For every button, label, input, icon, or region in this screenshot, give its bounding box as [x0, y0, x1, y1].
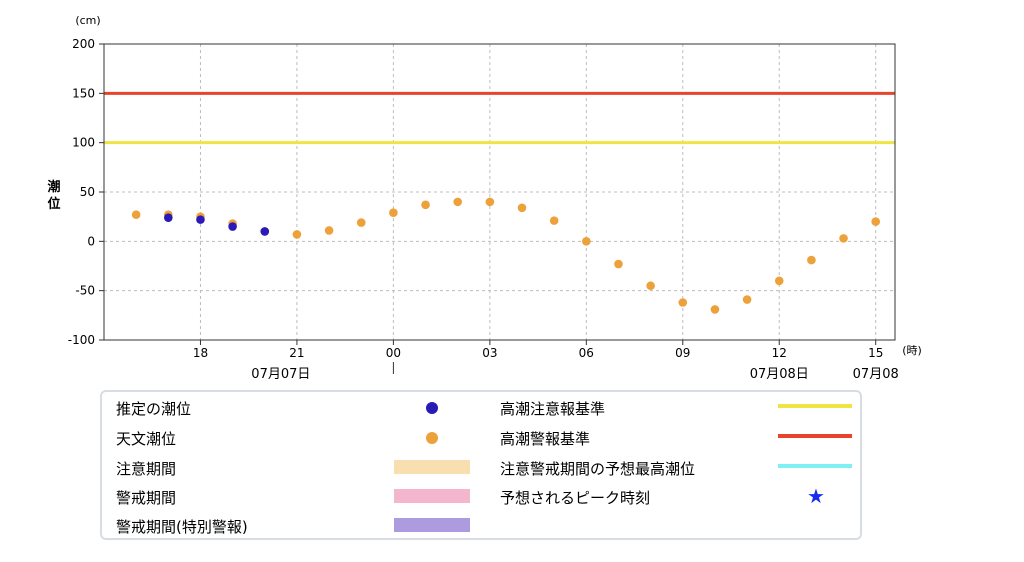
data-point — [196, 215, 205, 224]
x-tick-label: 06 — [579, 346, 594, 360]
legend-warning-period-swatch — [394, 489, 470, 503]
legend-predicted-max-label: 注意警戒期間の予想最高潮位 — [500, 460, 696, 478]
legend-astronomical-label: 天文潮位 — [116, 430, 177, 448]
x-tick-label: 18 — [193, 346, 208, 360]
x-tick-label: 03 — [482, 346, 497, 360]
y-unit-label: (cm) — [75, 14, 100, 27]
legend-warning-standard-label: 高潮警報基準 — [500, 430, 591, 448]
data-point — [389, 208, 398, 218]
x-tick-label: 00 — [386, 346, 401, 360]
threshold-lines — [104, 91, 895, 145]
y-tick-label: -100 — [68, 333, 95, 347]
grid-lines — [104, 44, 895, 340]
data-point — [260, 227, 270, 236]
legend-caution-period-swatch — [394, 460, 470, 474]
x-tick-label: 09 — [675, 346, 690, 360]
data-point — [807, 255, 816, 265]
data-point — [164, 213, 173, 222]
date-label: 07月07日 — [251, 367, 310, 382]
legend-special-warning-period-swatch — [394, 518, 470, 532]
y-tick-label: 0 — [87, 234, 95, 248]
legend-peak-time-label: 予想されるピーク時刻 — [500, 489, 651, 507]
date-label: 07月08 — [853, 367, 899, 382]
legend-astronomical-dot-icon — [426, 432, 438, 444]
y-tick-label: 50 — [80, 185, 95, 199]
x-tick-label: 21 — [289, 346, 304, 360]
data-point — [871, 217, 881, 226]
data-point — [742, 295, 752, 304]
x-axis-ticks: 18 21 00 03 06 09 12 15 — [193, 340, 883, 374]
legend-estimated-dot-icon — [426, 402, 438, 414]
data-point — [774, 276, 784, 286]
date-labels: 07月07日 07月08日 07月08 — [251, 367, 898, 382]
data-point — [485, 197, 495, 207]
data-point — [614, 259, 623, 269]
data-point — [646, 281, 655, 291]
data-point — [356, 218, 366, 227]
x-unit-label: (時) — [902, 344, 922, 357]
legend-estimated-label: 推定の潮位 — [116, 400, 192, 418]
y-tick-label: 150 — [72, 86, 95, 100]
x-tick-label: 15 — [868, 346, 883, 360]
legend-warning-standard-line — [778, 434, 852, 438]
data-point — [678, 298, 688, 307]
star-icon: ★ — [807, 484, 825, 508]
data-point — [549, 216, 559, 225]
legend-caution-period-label: 注意期間 — [116, 460, 177, 478]
legend: 推定の潮位 天文潮位 注意期間 警戒期間 警戒期間(特別警報) 高潮注意報基準 … — [100, 390, 862, 540]
x-tick-label: 12 — [772, 346, 787, 360]
data-point — [292, 230, 302, 239]
y-axis-label: 潮位 — [47, 179, 60, 212]
data-point — [228, 222, 237, 231]
data-point — [582, 237, 591, 246]
y-tick-label: -50 — [75, 284, 95, 298]
data-point — [324, 226, 334, 235]
data-point — [517, 203, 527, 213]
data-points — [131, 197, 881, 314]
y-axis-ticks: 200 150 100 50 0 -50 -100 — [68, 37, 104, 347]
legend-predicted-max-line — [778, 464, 852, 468]
legend-caution-standard-line — [778, 404, 852, 408]
data-point — [453, 197, 462, 207]
data-point — [710, 305, 720, 314]
legend-caution-standard-label: 高潮注意報基準 — [500, 400, 606, 418]
data-point — [131, 210, 141, 219]
y-tick-label: 100 — [72, 136, 95, 150]
data-point — [839, 234, 848, 243]
legend-warning-period-label: 警戒期間 — [116, 489, 177, 507]
tide-chart: 200 150 100 50 0 -50 -100 18 21 00 03 06 09 12 15 07月… — [47, 14, 922, 382]
y-tick-label: 200 — [72, 37, 95, 51]
data-point — [421, 200, 430, 210]
legend-special-warning-period-label: 警戒期間(特別警報) — [116, 518, 248, 536]
date-label: 07月08日 — [750, 367, 809, 382]
